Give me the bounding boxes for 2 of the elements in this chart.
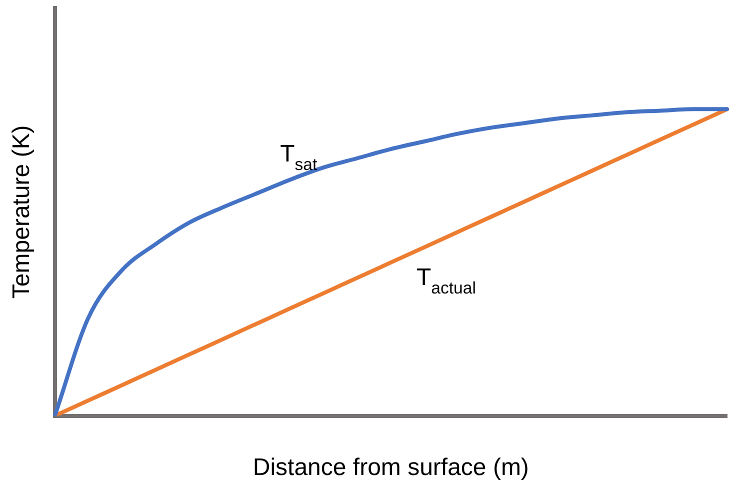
- y-axis-title: Temperature (K): [8, 125, 36, 299]
- x-axis-title: Distance from surface (m): [252, 454, 529, 482]
